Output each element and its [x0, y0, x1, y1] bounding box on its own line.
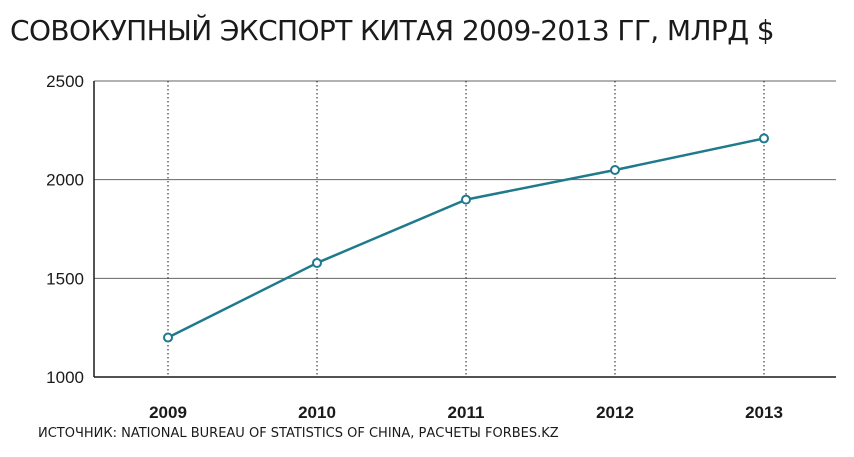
y-tick-label: 1500: [46, 269, 84, 288]
x-tick-label: 2013: [745, 403, 783, 422]
x-tick-label: 2011: [448, 403, 485, 422]
y-tick-label: 2000: [46, 171, 84, 190]
axis-layer: [93, 81, 836, 378]
data-point-marker: [759, 133, 769, 144]
series-layer: [163, 133, 769, 343]
x-tick-label: 2010: [298, 403, 336, 422]
chart-title: СОВОКУПНЫЙ ЭКСПОРТ КИТАЯ 2009-2013 ГГ, М…: [10, 14, 775, 47]
label-layer: 1000 1500 2000 2500 2009 2010 2011 2012 2013: [46, 72, 783, 422]
data-point-marker: [312, 257, 322, 268]
grid-layer: [94, 80, 836, 377]
data-point-marker: [461, 194, 471, 205]
data-point-marker: [610, 164, 620, 175]
source-note: ИСТОЧНИК: NATIONAL BUREAU OF STATISTICS …: [38, 426, 559, 441]
x-tick-label: 2009: [149, 403, 187, 422]
x-tick-label: 2012: [596, 403, 634, 422]
y-tick-label: 1000: [46, 368, 84, 387]
y-tick-label: 2500: [46, 72, 84, 91]
data-point-marker: [163, 332, 173, 343]
